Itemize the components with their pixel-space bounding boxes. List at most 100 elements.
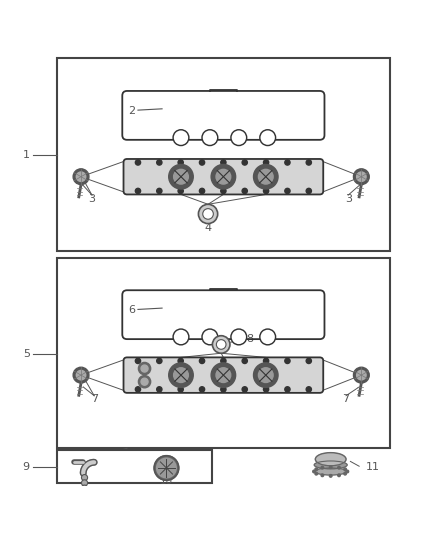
Circle shape: [321, 474, 324, 477]
Circle shape: [212, 336, 230, 353]
Circle shape: [357, 370, 366, 380]
Circle shape: [178, 188, 183, 193]
Circle shape: [285, 358, 290, 364]
Circle shape: [199, 387, 205, 392]
Circle shape: [169, 363, 193, 387]
Bar: [57, 59, 390, 251]
Circle shape: [154, 456, 179, 480]
Text: 7: 7: [91, 394, 98, 404]
Text: 3: 3: [88, 193, 95, 204]
Circle shape: [242, 160, 247, 165]
Circle shape: [81, 490, 88, 496]
Circle shape: [157, 188, 162, 193]
FancyBboxPatch shape: [124, 358, 323, 393]
Circle shape: [135, 387, 141, 392]
Circle shape: [138, 362, 151, 375]
Ellipse shape: [315, 453, 346, 466]
Circle shape: [169, 165, 193, 189]
Circle shape: [173, 329, 189, 345]
Circle shape: [285, 387, 290, 392]
Circle shape: [315, 468, 318, 471]
Circle shape: [73, 367, 89, 383]
Circle shape: [263, 387, 268, 392]
Circle shape: [338, 466, 340, 469]
Circle shape: [221, 358, 226, 364]
Circle shape: [306, 358, 311, 364]
Text: 2: 2: [128, 106, 135, 116]
Circle shape: [141, 365, 148, 372]
Circle shape: [306, 188, 311, 193]
Circle shape: [313, 470, 315, 473]
Circle shape: [199, 358, 205, 364]
Circle shape: [203, 208, 213, 219]
Circle shape: [76, 370, 86, 380]
Bar: [57, 258, 390, 448]
Text: 8: 8: [246, 334, 253, 344]
Circle shape: [135, 358, 141, 364]
Circle shape: [216, 368, 231, 383]
Circle shape: [216, 169, 231, 184]
Circle shape: [263, 160, 268, 165]
Circle shape: [344, 468, 346, 471]
Circle shape: [221, 160, 226, 165]
Circle shape: [242, 358, 247, 364]
Circle shape: [173, 368, 188, 383]
Circle shape: [202, 329, 218, 345]
Ellipse shape: [314, 461, 347, 469]
Circle shape: [254, 165, 278, 189]
Circle shape: [157, 458, 176, 478]
Circle shape: [231, 130, 247, 146]
Circle shape: [202, 130, 218, 146]
Circle shape: [173, 169, 188, 184]
Circle shape: [138, 376, 151, 388]
Circle shape: [199, 160, 205, 165]
Circle shape: [242, 188, 247, 193]
Ellipse shape: [315, 468, 346, 475]
Circle shape: [258, 169, 273, 184]
Circle shape: [178, 358, 183, 364]
Circle shape: [135, 160, 141, 165]
FancyBboxPatch shape: [124, 159, 323, 195]
Text: 9: 9: [23, 462, 30, 472]
Circle shape: [258, 368, 273, 383]
Circle shape: [221, 188, 226, 193]
Text: 11: 11: [366, 462, 380, 472]
Circle shape: [344, 472, 346, 475]
Circle shape: [81, 474, 88, 481]
Circle shape: [216, 340, 226, 349]
Circle shape: [81, 480, 88, 486]
Circle shape: [211, 165, 236, 189]
Circle shape: [315, 472, 318, 475]
Circle shape: [199, 188, 205, 193]
Circle shape: [285, 160, 290, 165]
Circle shape: [173, 130, 189, 146]
Circle shape: [81, 485, 88, 491]
Text: 3: 3: [345, 193, 352, 204]
Circle shape: [321, 466, 324, 469]
Circle shape: [198, 204, 218, 223]
Bar: [57, 450, 212, 483]
Circle shape: [157, 387, 162, 392]
Circle shape: [135, 188, 141, 193]
Text: 1: 1: [23, 150, 30, 160]
Circle shape: [260, 329, 276, 345]
Text: 6: 6: [128, 305, 135, 316]
Circle shape: [178, 160, 183, 165]
Circle shape: [346, 470, 349, 473]
Circle shape: [211, 363, 236, 387]
Circle shape: [357, 172, 366, 181]
Text: 10: 10: [160, 476, 173, 486]
Circle shape: [73, 169, 89, 184]
Circle shape: [353, 367, 369, 383]
Circle shape: [263, 358, 268, 364]
Circle shape: [178, 387, 183, 392]
Circle shape: [254, 363, 278, 387]
Circle shape: [141, 378, 148, 385]
Text: 7: 7: [343, 394, 350, 404]
Circle shape: [306, 160, 311, 165]
Circle shape: [338, 474, 340, 477]
Circle shape: [260, 130, 276, 146]
Circle shape: [231, 329, 247, 345]
Circle shape: [285, 188, 290, 193]
Circle shape: [157, 160, 162, 165]
